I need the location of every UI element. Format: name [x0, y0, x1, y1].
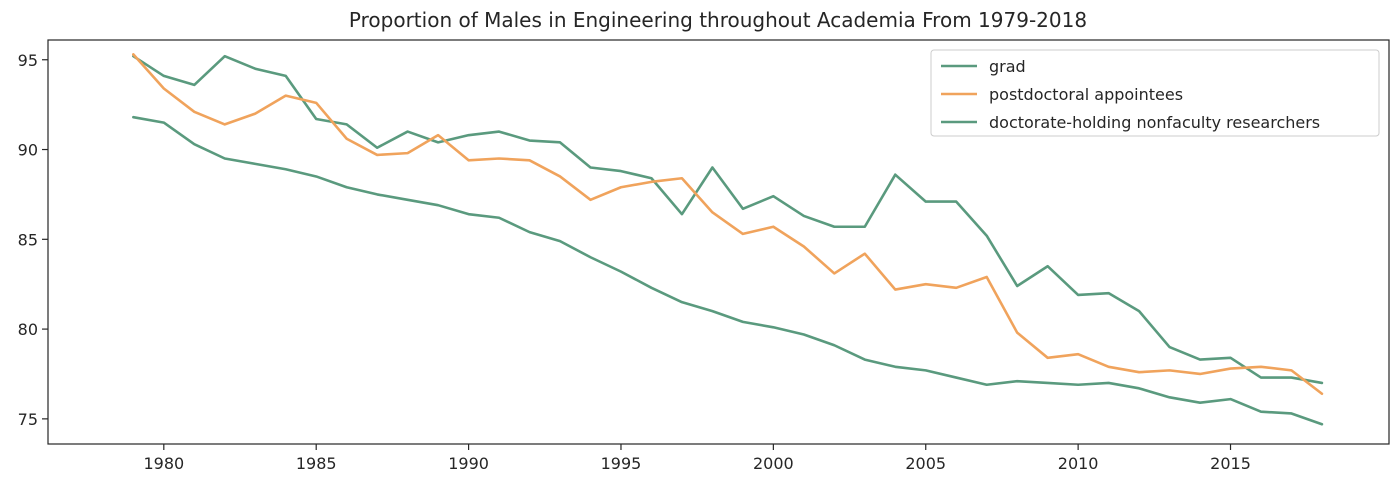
chart-title: Proportion of Males in Engineering throu…: [349, 8, 1087, 32]
y-tick-label: 80: [18, 320, 38, 339]
legend: grad postdoctoral appointees doctorate-ho…: [930, 49, 1380, 137]
x-tick-label: 2000: [753, 454, 794, 473]
x-tick-label: 1980: [143, 454, 184, 473]
y-tick-label: 85: [18, 230, 38, 249]
legend-box: [930, 49, 1380, 137]
legend-label-0: grad: [989, 57, 1026, 76]
x-tick-label: 2005: [905, 454, 946, 473]
x-tick-label: 1995: [601, 454, 642, 473]
plot-lines: [132, 53, 1324, 426]
y-tick-label: 95: [18, 51, 38, 70]
x-tick-label: 2015: [1210, 454, 1251, 473]
legend-label-2: doctorate-holding nonfaculty researchers: [989, 113, 1320, 132]
legend-label-1: postdoctoral appointees: [989, 85, 1183, 104]
x-tick-label: 1990: [448, 454, 489, 473]
series-line-2: [132, 115, 1324, 426]
x-tick-label: 1985: [296, 454, 337, 473]
y-tick-label: 75: [18, 410, 38, 429]
axes: [47, 39, 1390, 445]
x-tick-label: 2010: [1058, 454, 1099, 473]
plot-frame: [47, 39, 1390, 445]
series-line-1: [132, 53, 1324, 396]
y-tick-label: 90: [18, 141, 38, 160]
y-axis-ticks: 75 80 85 90 95: [18, 51, 48, 429]
x-axis-ticks: 1980 1985 1990 1995 2000 2005 2010 2015: [143, 444, 1251, 473]
